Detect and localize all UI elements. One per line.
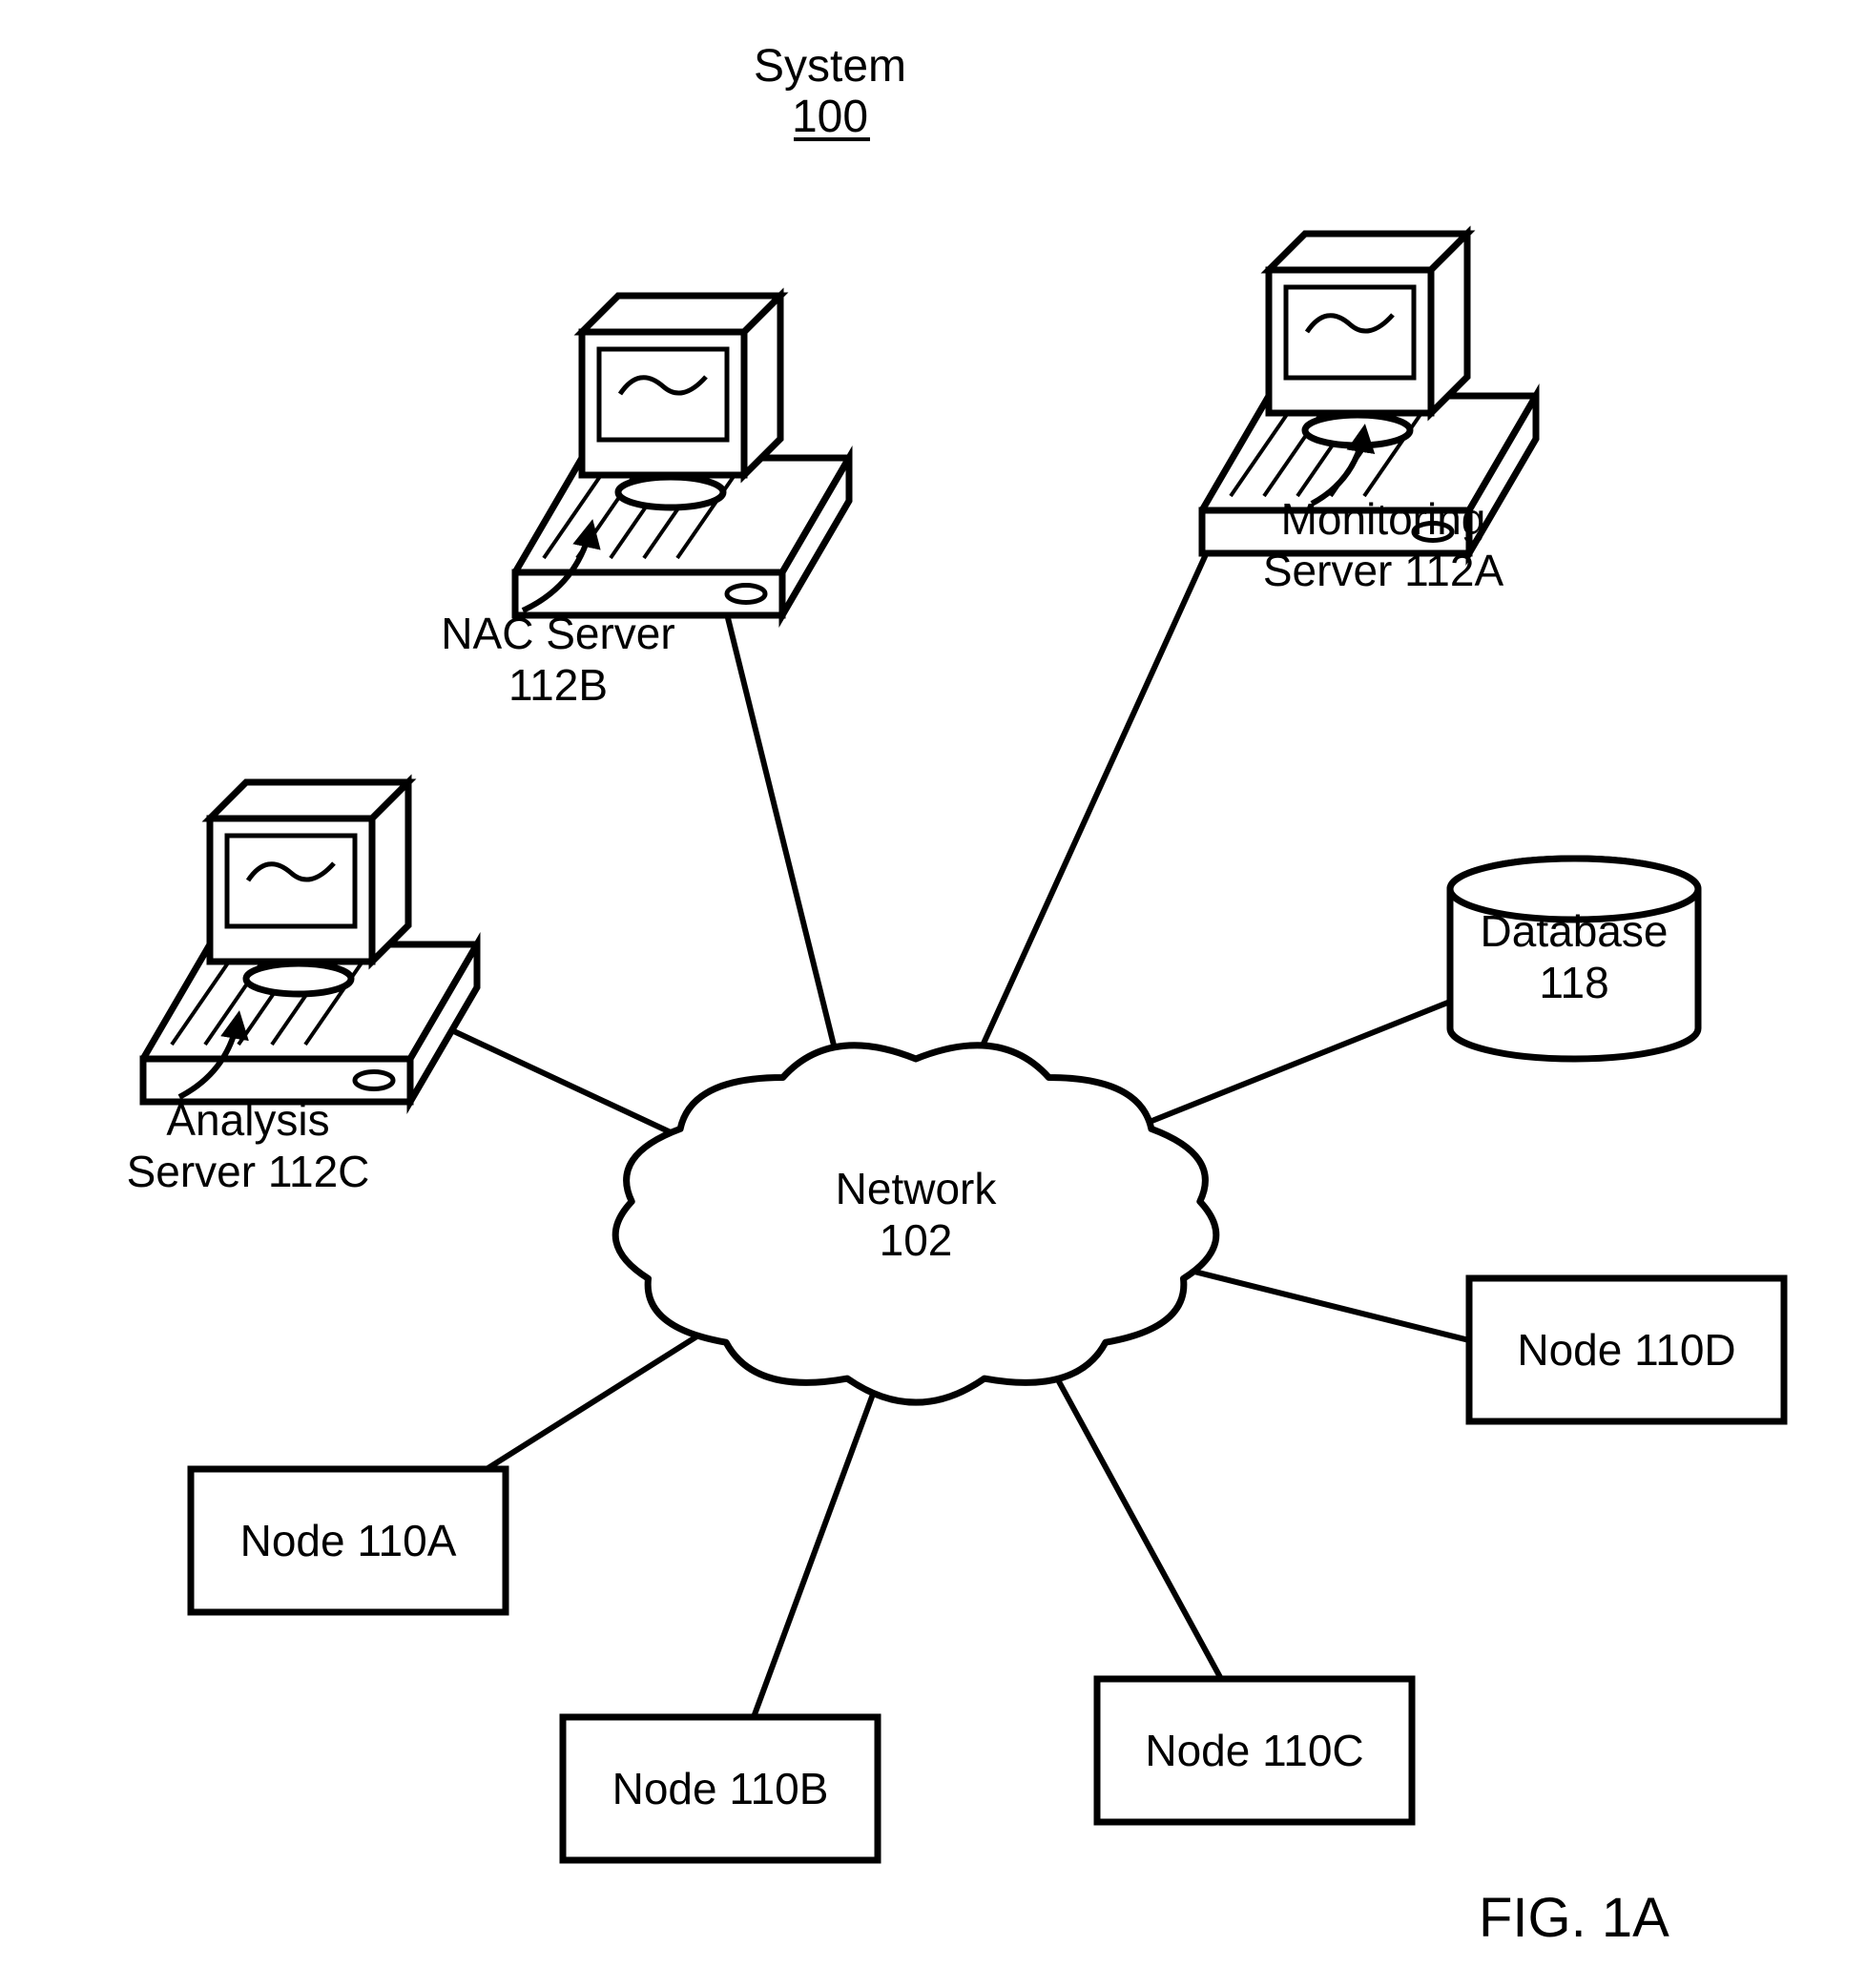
database: Database118 [1450, 859, 1698, 1059]
title-line2: 100 [792, 92, 868, 142]
network-ref: 102 [880, 1215, 953, 1265]
analysis-server-label2: Server 112C [127, 1147, 370, 1196]
edge [1183, 1269, 1469, 1340]
node-110d-label: Node 110D [1517, 1325, 1735, 1375]
network-label: Network [836, 1164, 998, 1213]
edge [487, 1331, 706, 1469]
diagram-title: System100 [754, 41, 906, 142]
nac-server-label2: 112B [508, 660, 608, 710]
nac-server-label1: NAC Server [441, 609, 674, 658]
node-110b-label: Node 110B [612, 1764, 829, 1813]
database-ref: 118 [1539, 958, 1608, 1007]
edge [1049, 1364, 1221, 1679]
title-line1: System [754, 41, 906, 92]
node-110a: Node 110A [191, 1469, 506, 1612]
figure-caption: FIG. 1A [1479, 1887, 1669, 1949]
edge [754, 1381, 878, 1717]
node-110a-label: Node 110A [240, 1516, 457, 1565]
monitoring-server-label2: Server 112A [1263, 546, 1504, 595]
node-110d: Node 110D [1469, 1278, 1784, 1421]
node-110c-label: Node 110C [1145, 1726, 1363, 1775]
database-label: Database [1481, 906, 1669, 956]
monitoring-server: MonitoringServer 112A [1202, 234, 1536, 595]
node-110b: Node 110B [563, 1717, 878, 1860]
edge [1145, 1002, 1450, 1124]
analysis-server: AnalysisServer 112C [127, 782, 477, 1196]
node-110c: Node 110C [1097, 1679, 1412, 1822]
analysis-server-label1: Analysis [166, 1095, 329, 1145]
nac-server: NAC Server112B [441, 296, 849, 710]
network-cloud: Network102 [615, 1046, 1216, 1402]
